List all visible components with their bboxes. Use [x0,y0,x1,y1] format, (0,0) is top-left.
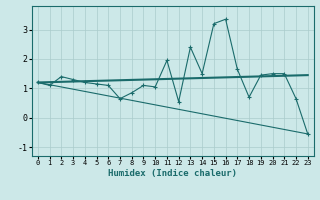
X-axis label: Humidex (Indice chaleur): Humidex (Indice chaleur) [108,169,237,178]
